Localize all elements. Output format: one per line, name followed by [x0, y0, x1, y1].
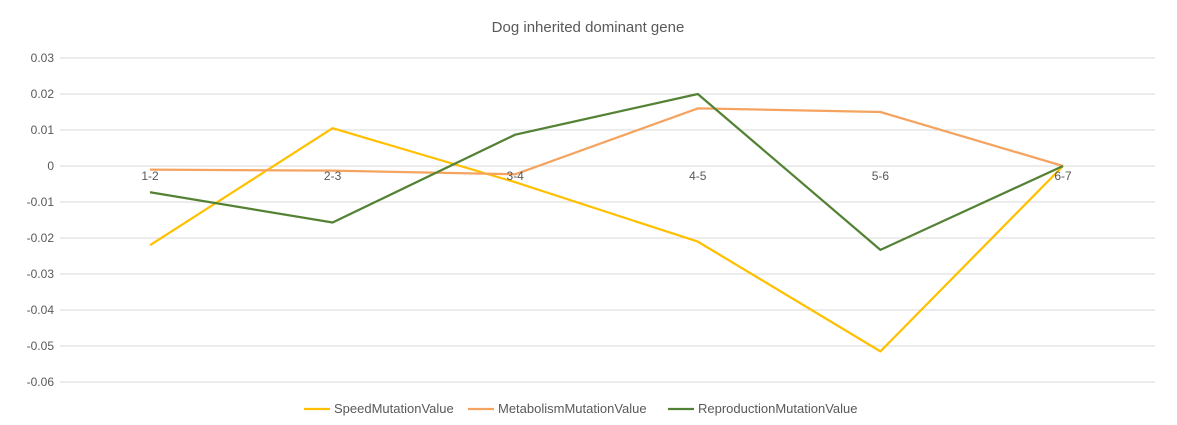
- legend: SpeedMutationValue MetabolismMutationValu…: [304, 401, 857, 416]
- y-tick-label: 0.03: [31, 51, 55, 65]
- legend-item: ReproductionMutationValue: [668, 401, 857, 416]
- x-tick-label: 6-7: [1054, 169, 1072, 183]
- chart-title: Dog inherited dominant gene: [492, 19, 685, 36]
- x-tick-label: 2-3: [324, 169, 342, 183]
- y-tick-label: 0.02: [31, 87, 55, 101]
- series-line-ReproductionMutationValue: [149, 92, 1064, 252]
- y-tick-label: 0.01: [31, 123, 55, 137]
- y-tick-label: -0.05: [27, 339, 55, 353]
- y-tick-label: -0.03: [27, 267, 55, 281]
- x-axis-tick-labels: 1-2 2-3 3-4 4-5 5-6 6-7: [141, 169, 1072, 183]
- legend-item: SpeedMutationValue: [304, 401, 454, 416]
- series-line-MetabolismMutationValue: [149, 107, 1064, 176]
- gridlines: [60, 57, 1155, 383]
- legend-item: MetabolismMutationValue: [468, 401, 647, 416]
- x-tick-label: 4-5: [689, 169, 707, 183]
- legend-label: ReproductionMutationValue: [698, 401, 857, 416]
- y-tick-label: 0: [47, 159, 54, 173]
- x-tick-label: 1-2: [141, 169, 159, 183]
- legend-label: SpeedMutationValue: [334, 401, 454, 416]
- legend-label: MetabolismMutationValue: [498, 401, 647, 416]
- x-tick-label: 5-6: [872, 169, 890, 183]
- y-tick-label: -0.01: [27, 195, 55, 209]
- y-tick-label: -0.06: [27, 375, 55, 389]
- y-tick-label: -0.04: [27, 303, 55, 317]
- x-tick-label: 3-4: [507, 169, 525, 183]
- y-tick-label: -0.02: [27, 231, 55, 245]
- y-axis-tick-labels: 0.03 0.02 0.01 0 -0.01 -0.02 -0.03 -0.04 -0.05 -0…: [27, 51, 55, 389]
- series-line-SpeedMutationValue: [149, 127, 1064, 353]
- series-lines: [149, 92, 1064, 353]
